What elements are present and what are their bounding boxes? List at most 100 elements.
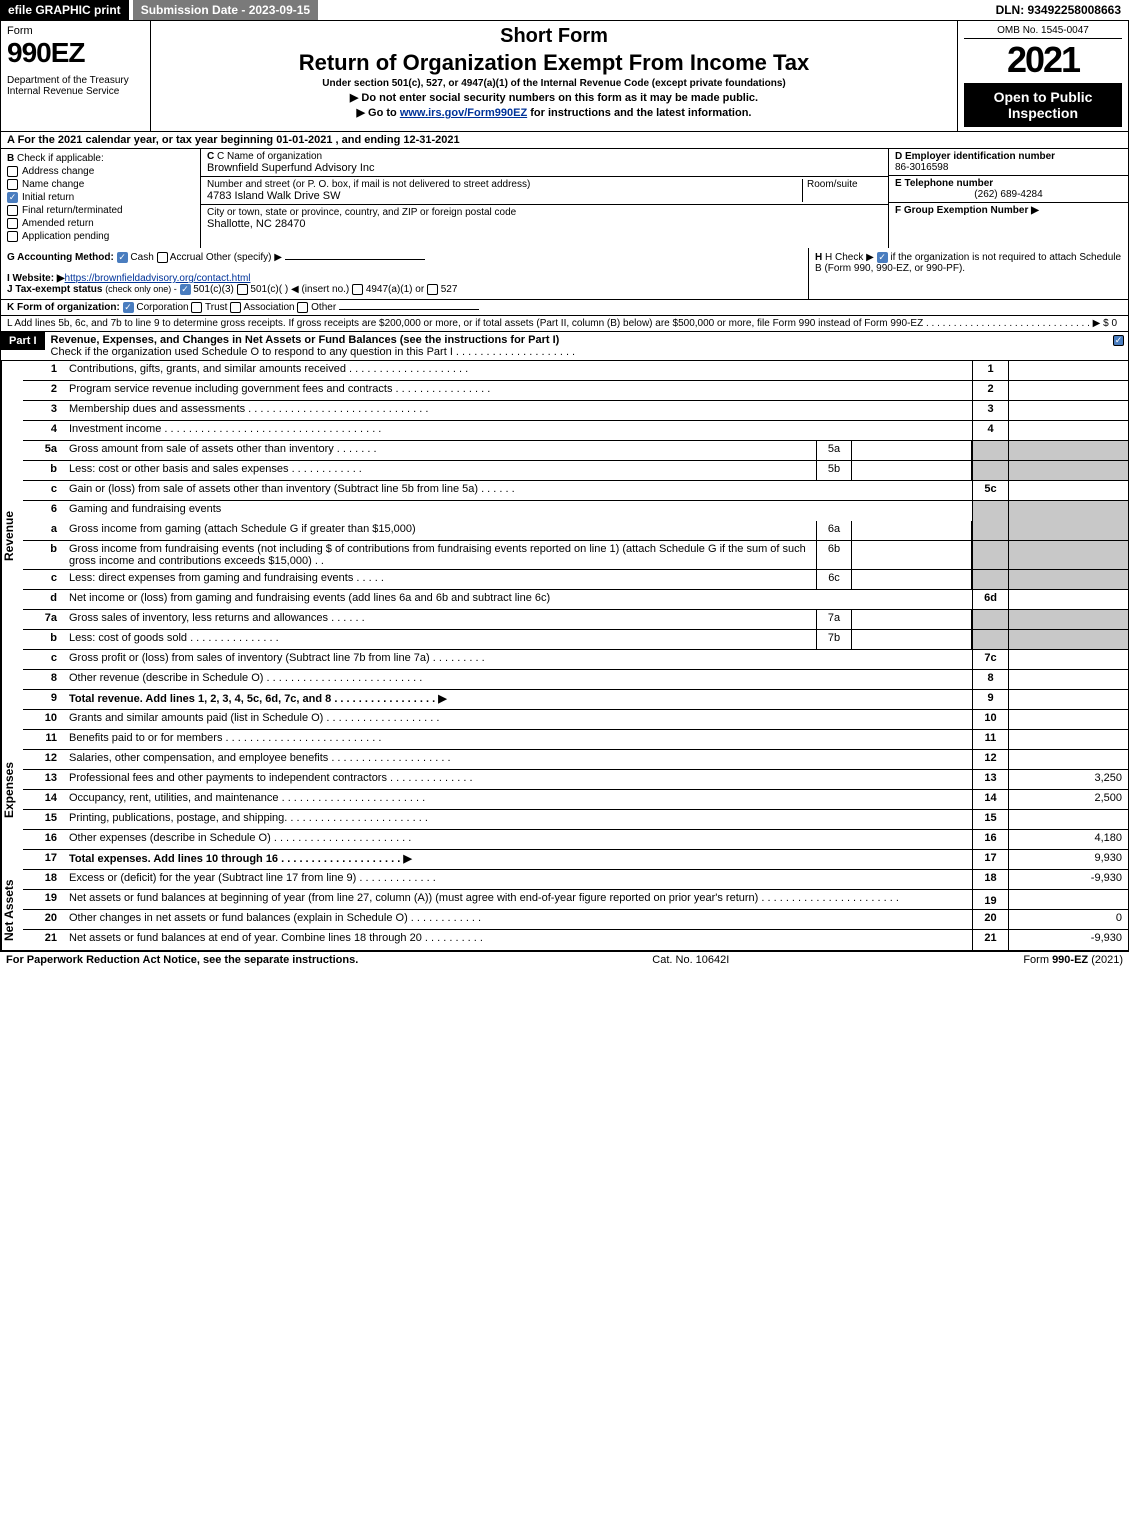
line-7a-rn xyxy=(972,610,1008,629)
checkbox-4947-icon[interactable] xyxy=(352,284,363,295)
checkbox-icon: ✓ xyxy=(1113,335,1124,346)
line-14-rn: 14 xyxy=(972,790,1008,809)
info-grid: B Check if applicable: Address change Na… xyxy=(0,149,1129,248)
open-public-badge: Open to Public Inspection xyxy=(964,83,1122,127)
instr2-pre: ▶ Go to xyxy=(357,107,400,119)
checkbox-other-icon[interactable] xyxy=(297,302,308,313)
line-10-rn: 10 xyxy=(972,710,1008,729)
check-label: Initial return xyxy=(22,192,74,203)
line-10-desc: Grants and similar amounts paid (list in… xyxy=(63,710,972,729)
line-1-val xyxy=(1008,361,1128,380)
line-7a-rval xyxy=(1008,610,1128,629)
part1-check[interactable]: ✓ xyxy=(1108,332,1128,348)
h-pre: H Check ▶ xyxy=(825,252,877,263)
header-center: Short Form Return of Organization Exempt… xyxy=(151,21,958,131)
line-16-desc: Other expenses (describe in Schedule O) … xyxy=(63,830,972,849)
dept-treasury: Department of the Treasury Internal Reve… xyxy=(7,75,144,97)
line-8-rn: 8 xyxy=(972,670,1008,689)
line-5b-num: b xyxy=(23,461,63,480)
checkbox-accrual-icon[interactable] xyxy=(157,252,168,263)
accrual-label: Accrual xyxy=(170,252,203,263)
check-name-change[interactable]: Name change xyxy=(7,179,194,190)
check-label: Name change xyxy=(22,179,84,190)
line-19-desc: Net assets or fund balances at beginning… xyxy=(63,890,972,909)
line-7b-mn: 7b xyxy=(816,630,852,649)
addr-label: Number and street (or P. O. box, if mail… xyxy=(207,179,802,190)
line-7a-mn: 7a xyxy=(816,610,852,629)
phone-label: E Telephone number xyxy=(895,178,1122,189)
addr: 4783 Island Walk Drive SW xyxy=(207,190,802,202)
top-bar: efile GRAPHIC print Submission Date - 20… xyxy=(0,0,1129,21)
checkbox-assoc-icon[interactable] xyxy=(230,302,241,313)
line-14-num: 14 xyxy=(23,790,63,809)
check-final-return[interactable]: Final return/terminated xyxy=(7,205,194,216)
line-20-rn: 20 xyxy=(972,910,1008,929)
line-14-desc: Occupancy, rent, utilities, and maintena… xyxy=(63,790,972,809)
line-18-rn: 18 xyxy=(972,870,1008,889)
checkbox-501c3-icon[interactable]: ✓ xyxy=(180,284,191,295)
line-7c-rn: 7c xyxy=(972,650,1008,669)
line-13-desc: Professional fees and other payments to … xyxy=(63,770,972,789)
line-20-num: 20 xyxy=(23,910,63,929)
line-15-desc: Printing, publications, postage, and shi… xyxy=(63,810,972,829)
section-d: D Employer identification number 86-3016… xyxy=(888,149,1128,248)
room-label: Room/suite xyxy=(807,179,882,190)
line-6c-mn: 6c xyxy=(816,570,852,589)
netassets-section: Net Assets 18Excess or (deficit) for the… xyxy=(0,870,1129,951)
footer-center: Cat. No. 10642I xyxy=(358,954,1023,966)
j-opt1: 501(c)(3) xyxy=(193,284,234,295)
line-6a-num: a xyxy=(23,521,63,540)
line-6c-num: c xyxy=(23,570,63,589)
line-12-val xyxy=(1008,750,1128,769)
checkbox-501c-icon[interactable] xyxy=(237,284,248,295)
checkbox-h-icon[interactable]: ✓ xyxy=(877,252,888,263)
line-17-desc: Total expenses. Add lines 10 through 16 … xyxy=(63,850,972,869)
line-17-num: 17 xyxy=(23,850,63,869)
check-initial-return[interactable]: ✓Initial return xyxy=(7,192,194,203)
line-7b-desc: Less: cost of goods sold . . . . . . . .… xyxy=(63,630,816,649)
line-21-rn: 21 xyxy=(972,930,1008,950)
check-amended-return[interactable]: Amended return xyxy=(7,218,194,229)
line-19-rn: 19 xyxy=(972,890,1008,909)
checkbox-corp-icon[interactable]: ✓ xyxy=(123,302,134,313)
org-name: Brownfield Superfund Advisory Inc xyxy=(207,162,882,174)
line-9-num: 9 xyxy=(23,690,63,709)
instr-website: ▶ Go to www.irs.gov/Form990EZ for instru… xyxy=(157,106,951,119)
line-6b-rval xyxy=(1008,541,1128,569)
section-h: H H Check ▶ ✓ if the organization is not… xyxy=(808,248,1128,299)
line-19-val xyxy=(1008,890,1128,909)
footer-left: For Paperwork Reduction Act Notice, see … xyxy=(6,954,358,966)
check-label: Final return/terminated xyxy=(22,205,123,216)
line-5b-desc: Less: cost or other basis and sales expe… xyxy=(63,461,816,480)
line-13-rn: 13 xyxy=(972,770,1008,789)
line-6c-rval xyxy=(1008,570,1128,589)
line-17-rn: 17 xyxy=(972,850,1008,869)
header-right: OMB No. 1545-0047 2021 Open to Public In… xyxy=(958,21,1128,131)
instr2-post: for instructions and the latest informat… xyxy=(527,107,751,119)
efile-print-button[interactable]: efile GRAPHIC print xyxy=(0,0,129,20)
checkbox-527-icon[interactable] xyxy=(427,284,438,295)
revenue-section: Revenue 1Contributions, gifts, grants, a… xyxy=(0,361,1129,710)
check-address-change[interactable]: Address change xyxy=(7,166,194,177)
line-5b-mn: 5b xyxy=(816,461,852,480)
line-21-num: 21 xyxy=(23,930,63,950)
line-9-desc: Total revenue. Add lines 1, 2, 3, 4, 5c,… xyxy=(63,690,972,709)
line-5a-desc: Gross amount from sale of assets other t… xyxy=(63,441,816,460)
line-6b-mval xyxy=(852,541,972,569)
checkbox-cash-icon[interactable]: ✓ xyxy=(117,252,128,263)
line-7b-mval xyxy=(852,630,972,649)
section-k: K Form of organization: ✓ Corporation Tr… xyxy=(0,300,1129,316)
footer: For Paperwork Reduction Act Notice, see … xyxy=(0,951,1129,968)
k-assoc: Association xyxy=(243,302,294,313)
check-application-pending[interactable]: Application pending xyxy=(7,231,194,242)
k-other: Other xyxy=(311,302,336,313)
line-3-val xyxy=(1008,401,1128,420)
line-16-val: 4,180 xyxy=(1008,830,1128,849)
k-label: K Form of organization: xyxy=(7,302,120,313)
irs-link[interactable]: www.irs.gov/Form990EZ xyxy=(400,107,527,119)
line-16-rn: 16 xyxy=(972,830,1008,849)
line-21-desc: Net assets or fund balances at end of ye… xyxy=(63,930,972,950)
k-corp: Corporation xyxy=(136,302,188,313)
website-link[interactable]: https://brownfieldadvisory.org/contact.h… xyxy=(65,273,251,284)
checkbox-trust-icon[interactable] xyxy=(191,302,202,313)
